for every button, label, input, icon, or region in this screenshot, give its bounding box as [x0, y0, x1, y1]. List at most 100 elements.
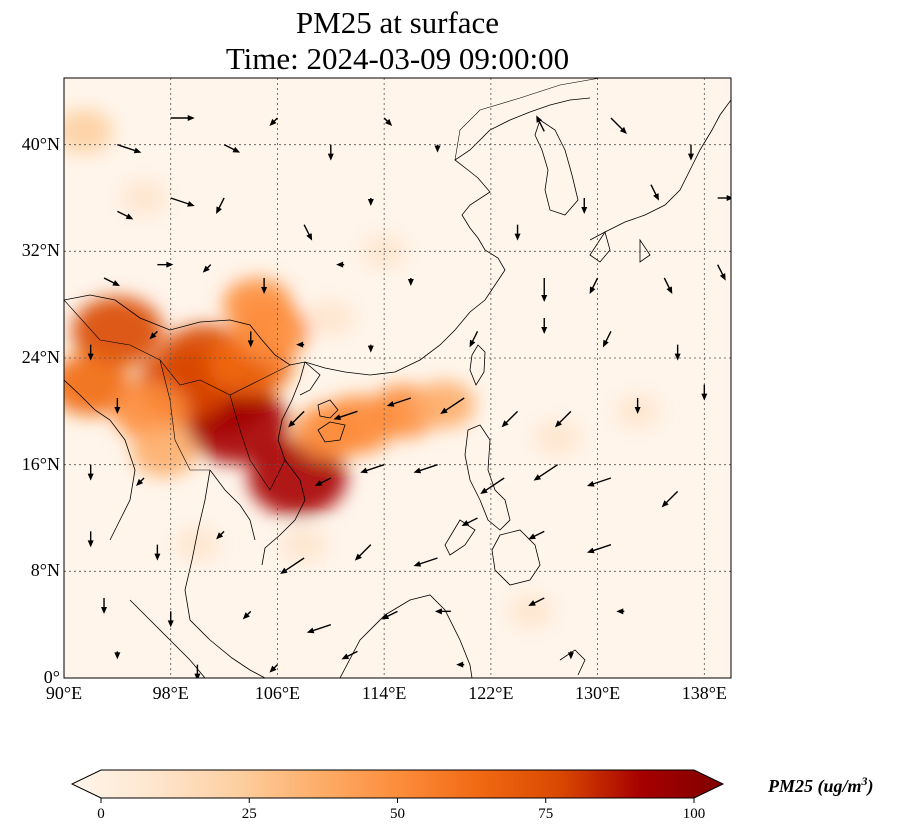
- pm25-plume: [112, 381, 189, 441]
- wind-arrow: [528, 597, 545, 606]
- wind-arrow: [261, 278, 268, 294]
- coastlines: [64, 78, 731, 678]
- lon-tick-label: 106°E: [254, 683, 301, 703]
- wind-arrow: [114, 398, 121, 414]
- lat-tick-label: 16°N: [21, 453, 60, 474]
- wind-arrow: [528, 530, 545, 540]
- wind-arrow: [327, 144, 334, 161]
- wind-arrow: [170, 115, 195, 121]
- wind-arrow: [413, 464, 438, 474]
- wind-arrow: [514, 224, 521, 241]
- wind-arrow: [407, 278, 414, 286]
- wind-arrow: [87, 464, 94, 481]
- wind-arrow: [149, 330, 158, 340]
- wind-arrow: [247, 331, 254, 348]
- wind-arrow: [456, 661, 465, 668]
- wind-arrow: [114, 651, 121, 660]
- wind-arrow: [101, 598, 108, 614]
- wind-arrow: [701, 384, 708, 401]
- wind-arrow: [717, 195, 731, 201]
- colorbar-label-exponent: 3: [861, 774, 868, 788]
- wind-arrow: [288, 410, 305, 428]
- wind-arrow: [567, 651, 574, 660]
- pm25-plume: [307, 299, 355, 337]
- wind-arrow: [367, 344, 374, 353]
- lon-tick-label: 114°E: [361, 683, 407, 703]
- wind-arrow: [533, 464, 558, 481]
- map-title: PM25 at surface: [295, 5, 500, 40]
- pm25-plume: [280, 526, 328, 563]
- pm25-plume: [174, 527, 220, 563]
- wind-arrow: [367, 198, 374, 206]
- wind-arrow: [501, 410, 519, 428]
- wind-arrow: [202, 264, 212, 273]
- wind-arrow: [280, 557, 305, 574]
- wind-arrow: [586, 544, 612, 554]
- pm25-plume: [64, 353, 131, 416]
- wind-arrow: [616, 608, 625, 615]
- wind-arrow: [154, 544, 161, 561]
- colorbar-tick-label: 100: [682, 806, 706, 822]
- pm25-field: [64, 108, 661, 629]
- wind-arrow: [341, 650, 358, 660]
- wind-arrow: [216, 197, 225, 214]
- wind-arrow: [117, 210, 134, 220]
- lat-tick-label: 32°N: [21, 240, 60, 261]
- wind-arrow: [434, 608, 451, 615]
- wind-arrow: [383, 117, 393, 126]
- wind-arrow: [103, 277, 121, 286]
- colorbar-label: PM25 (ug/m3): [768, 774, 874, 797]
- pm25-plume: [222, 278, 293, 332]
- wind-arrow: [242, 610, 252, 620]
- wind-arrow: [87, 531, 94, 548]
- wind-arrow: [610, 117, 627, 134]
- wind-arrow: [216, 530, 225, 540]
- lon-tick-label: 122°E: [468, 683, 514, 703]
- wind-arrow: [581, 198, 588, 214]
- wind-arrow: [136, 477, 145, 486]
- pm25-plume: [533, 419, 582, 457]
- pm25-plume: [413, 380, 476, 429]
- wind-arrow: [336, 261, 345, 268]
- wind-arrow: [223, 144, 241, 153]
- wind-arrow: [333, 410, 358, 420]
- wind-arrow: [167, 611, 174, 628]
- map-frame: [63, 77, 732, 679]
- lat-tick-label: 8°N: [30, 560, 60, 581]
- lat-tick-label: 40°N: [21, 133, 60, 154]
- wind-arrow: [541, 278, 548, 302]
- wind-arrow: [717, 264, 726, 281]
- pm25-plume: [64, 108, 114, 154]
- wind-arrow: [674, 344, 681, 361]
- wind-vectors: [87, 115, 731, 678]
- wind-arrow: [194, 664, 201, 678]
- wind-arrow: [480, 477, 505, 494]
- wind-arrow: [536, 115, 545, 132]
- wind-arrow: [296, 341, 305, 348]
- lon-tick-label: 90°E: [45, 683, 83, 703]
- wind-arrow: [386, 397, 412, 407]
- wind-arrow: [413, 557, 438, 567]
- colorbar-tick-label: 0: [97, 806, 105, 822]
- colorbar-tick-label: 75: [538, 806, 554, 822]
- wind-arrow: [469, 331, 479, 348]
- pm25-plume: [248, 440, 347, 516]
- wind-arrow: [434, 144, 441, 153]
- pm25-plume: [508, 593, 554, 629]
- wind-arrow: [269, 117, 278, 126]
- wind-arrow: [650, 184, 659, 201]
- wind-arrow: [306, 624, 332, 634]
- colorbar-label-close: ): [867, 776, 874, 796]
- wind-arrow: [360, 464, 385, 474]
- wind-arrow: [687, 144, 694, 161]
- lat-tick-label: 24°N: [21, 347, 60, 367]
- wind-arrow: [170, 197, 195, 207]
- map-time: Time: 2024-03-09 09:00:00: [225, 41, 570, 76]
- wind-arrow: [303, 224, 313, 241]
- colorbar-tick-label: 50: [390, 806, 405, 822]
- wind-arrow: [440, 397, 465, 414]
- wind-arrow: [157, 261, 174, 268]
- lon-tick-label: 98°E: [152, 683, 189, 703]
- wind-arrow: [589, 277, 599, 294]
